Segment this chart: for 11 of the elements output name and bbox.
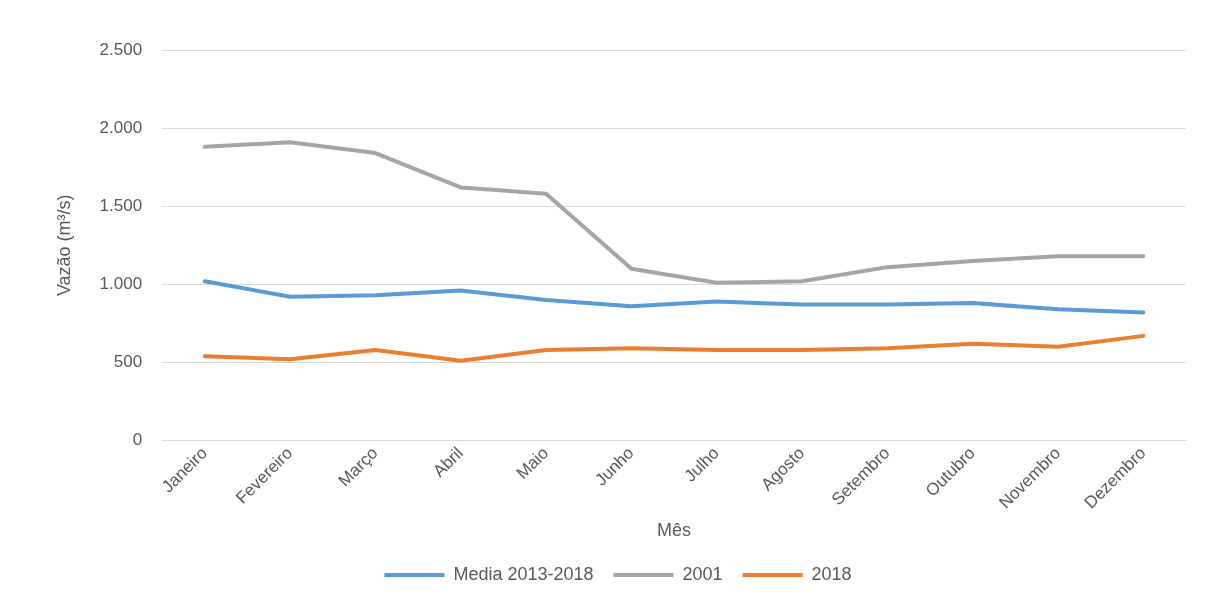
y-tick-label: 2.000: [99, 117, 143, 137]
x-axis-title: Mês: [657, 520, 692, 541]
y-tick-label: 1.500: [99, 195, 143, 215]
y-tick-label: 0: [132, 430, 143, 450]
legend-label: 2018: [811, 563, 852, 584]
y-tick-label: 500: [113, 352, 143, 372]
legend-label: Media 2013-2018: [453, 563, 594, 584]
y-tick-label: 1.000: [99, 274, 143, 293]
legend-label: 2001: [682, 563, 723, 584]
y-axis-title: Vazão (m³/s): [53, 194, 74, 297]
y-tick-label: 2.500: [99, 39, 143, 59]
